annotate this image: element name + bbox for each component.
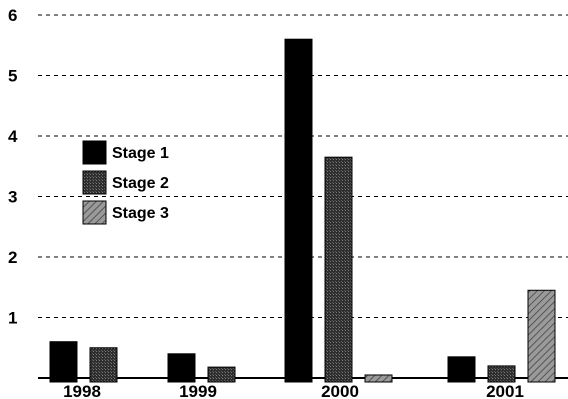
legend-label: Stage 2 [112,175,169,192]
x-tick-label: 1998 [63,382,101,399]
bar-stage-1-2001 [447,356,476,383]
bar-stage-2-1998 [89,347,118,383]
x-axis-ticks: 1998 1999 2000 2001 [63,382,524,399]
x-tick-label: 2000 [321,382,359,399]
bar-stage-1-1999 [167,353,196,383]
legend-swatch-3 [82,200,107,225]
x-tick-label: 2001 [486,382,524,399]
legend-label: Stage 3 [112,205,169,222]
y-tick-label: 1 [8,309,17,328]
legend-swatch-2 [82,170,107,195]
bar-stage-2-2000 [324,156,353,383]
bar-stage-3-2001 [527,289,556,383]
y-tick-label: 5 [8,67,17,86]
legend: Stage 1 Stage 2 Stage 3 [82,140,169,225]
bar-stage-2-2001 [487,365,516,383]
bar-stage-1-2000 [284,38,313,383]
y-tick-label: 6 [8,6,17,25]
y-tick-label: 3 [8,188,17,207]
bars [49,38,556,383]
bar-stage-2-1999 [207,366,236,383]
y-tick-label: 2 [8,248,17,267]
y-tick-label: 4 [8,127,18,146]
bar-stage-1-1998 [49,341,78,383]
legend-swatch-1 [82,140,107,165]
x-tick-label: 1999 [179,382,217,399]
legend-label: Stage 1 [112,145,169,162]
y-axis-ticks: 1 2 3 4 5 6 [8,6,18,328]
bar-stage-3-2000 [364,374,393,383]
